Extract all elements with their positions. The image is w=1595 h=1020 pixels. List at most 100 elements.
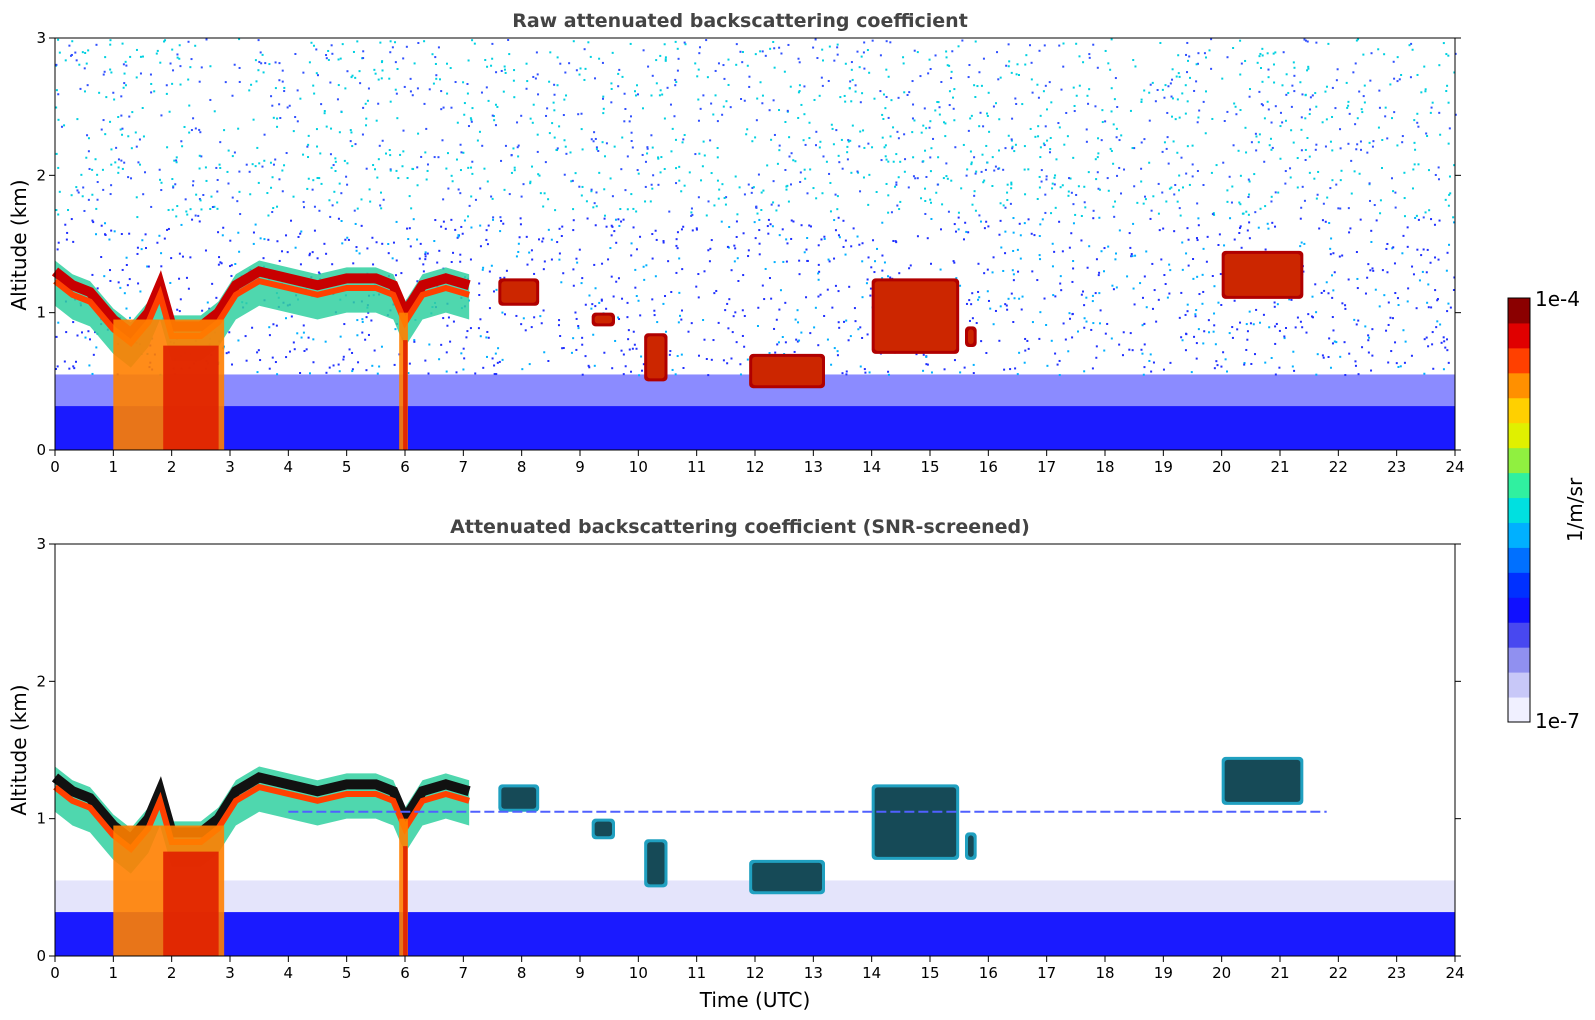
noise-pixel bbox=[1031, 91, 1034, 94]
noise-pixel bbox=[1188, 55, 1191, 58]
noise-pixel bbox=[1036, 279, 1039, 282]
noise-pixel bbox=[741, 334, 744, 337]
noise-pixel bbox=[272, 163, 275, 166]
noise-pixel bbox=[219, 261, 222, 264]
noise-pixel bbox=[1010, 292, 1013, 295]
x-tick-label: 3 bbox=[225, 964, 235, 982]
noise-pixel bbox=[1205, 90, 1208, 93]
noise-pixel bbox=[950, 77, 953, 80]
noise-pixel bbox=[594, 305, 597, 308]
noise-pixel bbox=[841, 167, 844, 170]
noise-pixel bbox=[664, 59, 667, 62]
noise-pixel bbox=[165, 84, 168, 87]
noise-pixel bbox=[1231, 336, 1234, 339]
noise-pixel bbox=[395, 259, 398, 262]
noise-pixel bbox=[1353, 170, 1356, 173]
noise-pixel bbox=[1250, 362, 1253, 365]
noise-pixel bbox=[872, 239, 875, 242]
noise-pixel bbox=[662, 241, 665, 244]
noise-pixel bbox=[460, 352, 463, 355]
noise-pixel bbox=[1449, 306, 1452, 309]
noise-pixel bbox=[190, 129, 193, 132]
panel-raw: Raw attenuated backscattering coefficien… bbox=[7, 10, 1465, 476]
noise-pixel bbox=[423, 102, 426, 105]
noise-pixel bbox=[545, 114, 548, 117]
noise-pixel bbox=[1296, 157, 1299, 160]
noise-pixel bbox=[72, 365, 75, 368]
noise-pixel bbox=[1003, 368, 1006, 371]
noise-pixel bbox=[136, 252, 139, 255]
noise-pixel bbox=[558, 252, 561, 255]
y-tick-label: 1 bbox=[36, 304, 46, 322]
noise-pixel bbox=[712, 339, 715, 342]
noise-pixel bbox=[1077, 185, 1080, 188]
noise-pixel bbox=[1180, 291, 1183, 294]
noise-pixel bbox=[803, 251, 806, 254]
noise-pixel bbox=[1259, 321, 1262, 324]
noise-pixel bbox=[1335, 183, 1338, 186]
x-axis-raw: 0 1 2 3 4 5 6 7 8 9 10 11 12 13 14 15 16 17 18 19 20 21 22 23 24 bbox=[50, 450, 1465, 476]
noise-pixel bbox=[846, 145, 849, 148]
y-tick-label: 2 bbox=[36, 672, 46, 690]
noise-pixel bbox=[198, 167, 201, 170]
noise-pixel bbox=[1014, 367, 1017, 370]
noise-pixel bbox=[1005, 304, 1008, 307]
noise-pixel bbox=[559, 62, 562, 65]
noise-pixel bbox=[72, 321, 75, 324]
noise-pixel bbox=[837, 290, 840, 293]
noise-pixel bbox=[926, 363, 929, 366]
noise-pixel bbox=[460, 225, 463, 228]
noise-pixel bbox=[702, 140, 705, 143]
noise-pixel bbox=[1134, 65, 1137, 68]
noise-pixel bbox=[1387, 301, 1390, 304]
x-tick-label: 15 bbox=[920, 458, 939, 476]
noise-pixel bbox=[897, 96, 900, 99]
noise-pixel bbox=[381, 69, 384, 72]
noise-pixel bbox=[1176, 151, 1179, 154]
noise-pixel bbox=[1167, 162, 1170, 165]
noise-pixel bbox=[1062, 322, 1065, 325]
noise-pixel bbox=[158, 168, 161, 171]
noise-pixel bbox=[1030, 61, 1033, 64]
noise-pixel bbox=[890, 211, 893, 214]
noise-pixel bbox=[1387, 361, 1390, 364]
noise-pixel bbox=[1068, 312, 1071, 315]
noise-pixel bbox=[699, 107, 702, 110]
noise-pixel bbox=[656, 321, 659, 324]
noise-pixel bbox=[710, 102, 713, 105]
noise-pixel bbox=[271, 104, 274, 107]
noise-pixel bbox=[1431, 343, 1434, 346]
noise-pixel bbox=[817, 272, 820, 275]
noise-pixel bbox=[928, 126, 931, 129]
noise-pixel bbox=[349, 129, 352, 132]
noise-pixel bbox=[217, 263, 220, 266]
noise-pixel bbox=[470, 226, 473, 229]
noise-pixel bbox=[278, 79, 281, 82]
noise-pixel bbox=[1331, 149, 1334, 152]
noise-pixel bbox=[393, 363, 396, 366]
noise-pixel bbox=[175, 215, 178, 218]
noise-pixel bbox=[1092, 217, 1095, 220]
noise-pixel bbox=[1248, 221, 1251, 224]
noise-pixel bbox=[302, 71, 305, 74]
noise-pixel bbox=[181, 145, 184, 148]
noise-pixel bbox=[95, 207, 98, 210]
noise-pixel bbox=[978, 296, 981, 299]
noise-pixel bbox=[1062, 65, 1065, 68]
noise-pixel bbox=[1143, 343, 1146, 346]
noise-pixel bbox=[634, 268, 637, 271]
x-tick-label: 14 bbox=[862, 964, 881, 982]
noise-pixel bbox=[939, 268, 942, 271]
noise-pixel bbox=[1370, 369, 1373, 372]
noise-pixel bbox=[372, 164, 375, 167]
noise-pixel bbox=[250, 83, 253, 86]
noise-pixel bbox=[798, 84, 801, 87]
noise-pixel bbox=[1193, 335, 1196, 338]
noise-pixel bbox=[1090, 328, 1093, 331]
noise-pixel bbox=[572, 208, 575, 211]
noise-pixel bbox=[135, 76, 138, 79]
noise-pixel bbox=[80, 173, 83, 176]
noise-pixel bbox=[1215, 164, 1218, 167]
noise-pixel bbox=[1132, 59, 1135, 62]
noise-pixel bbox=[1367, 263, 1370, 266]
